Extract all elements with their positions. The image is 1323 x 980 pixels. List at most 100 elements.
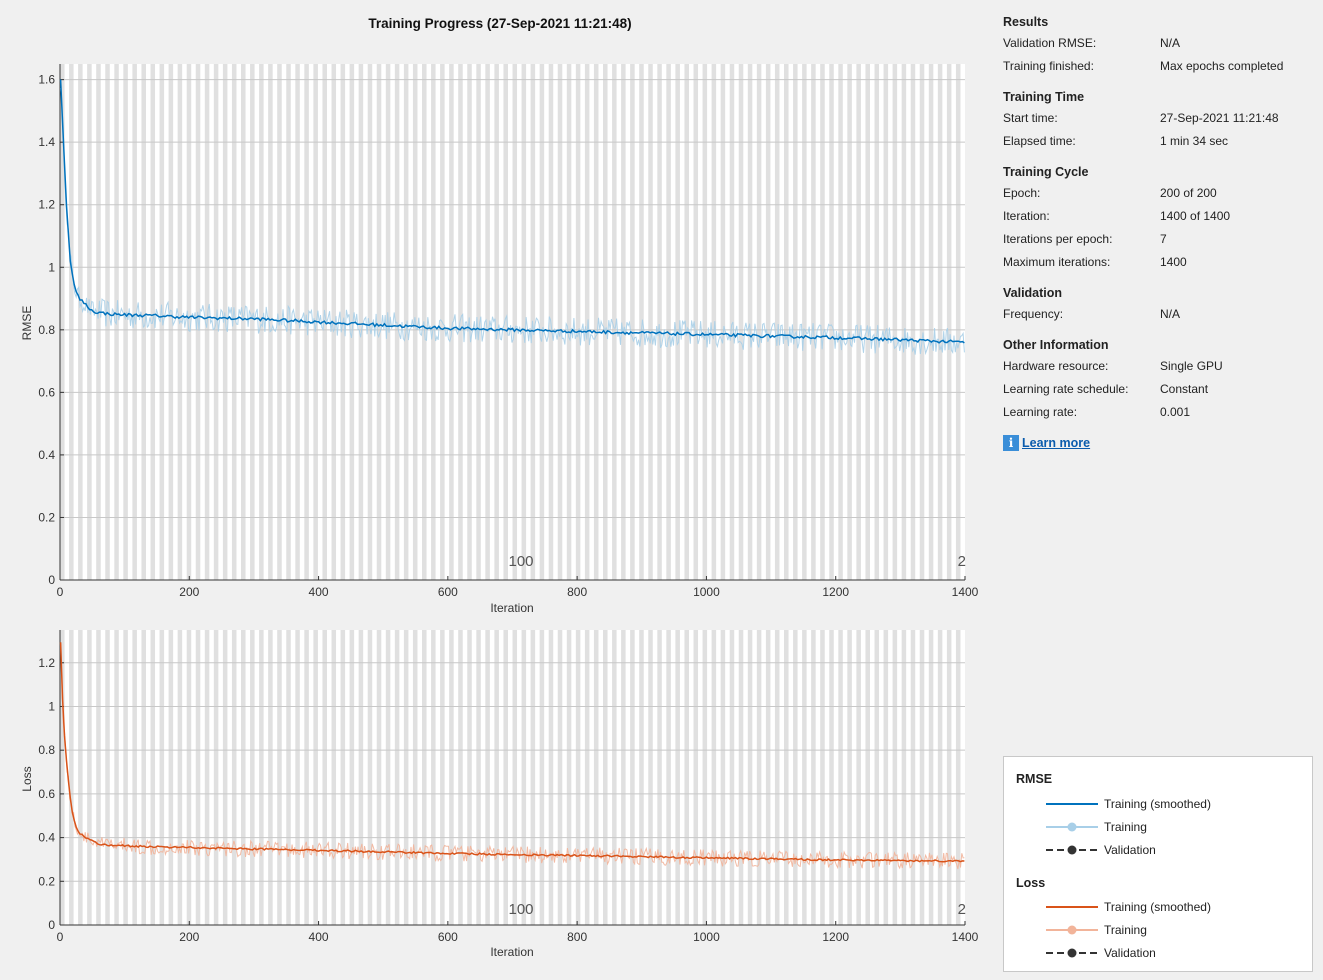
rmse-smoothed-line	[59, 79, 965, 344]
rmse-epoch-band	[657, 64, 662, 580]
info-key: Iterations per epoch:	[1003, 232, 1113, 246]
loss-epoch-band	[738, 630, 744, 925]
rmse-epoch-band	[621, 64, 626, 580]
loss-epoch-band	[575, 630, 581, 925]
legend-item-loss-training: Training	[1044, 921, 1147, 939]
loss-epoch-band	[60, 630, 65, 925]
loss-x-tick-label: 1200	[822, 930, 849, 944]
rmse-epoch-band	[747, 64, 753, 580]
rmse-epoch-band	[738, 64, 744, 580]
loss-epoch-band	[630, 630, 635, 925]
info-key: Hardware resource:	[1003, 359, 1109, 373]
loss-epoch-label: 100	[508, 901, 533, 918]
rmse-x-tick-label: 200	[179, 585, 199, 599]
results-section: Results Validation RMSE: N/A Training fin…	[1003, 14, 1313, 81]
rmse-epoch-band	[476, 64, 481, 580]
info-row: Frequency: N/A	[1003, 306, 1313, 329]
rmse-epoch-band	[910, 64, 916, 580]
loss-epoch-band	[847, 630, 852, 925]
rmse-epoch-band	[494, 64, 499, 580]
loss-epoch-band	[720, 630, 726, 925]
rmse-epoch-band	[358, 64, 364, 580]
rmse-x-tick-label: 1200	[822, 585, 849, 599]
other-info-heading: Other Information	[1003, 338, 1109, 352]
info-row: Elapsed time: 1 min 34 sec	[1003, 133, 1313, 156]
loss-epoch-band	[829, 630, 834, 925]
loss-epoch-band	[919, 630, 925, 925]
other-info-section: Other Information Hardware resource: Sing…	[1003, 337, 1313, 427]
rmse-x-tick-label: 1400	[952, 585, 979, 599]
rmse-epoch-band	[603, 64, 608, 580]
info-value: Constant	[1160, 382, 1209, 396]
rmse-epoch-band	[69, 64, 74, 580]
loss-epoch-band	[811, 630, 816, 925]
rmse-epoch-band	[829, 64, 834, 580]
rmse-epoch-band	[874, 64, 880, 580]
loss-x-tick-label: 600	[438, 930, 458, 944]
loss-epoch-band	[874, 630, 880, 925]
rmse-epoch-band	[648, 64, 653, 580]
rmse-epoch-band	[639, 64, 644, 580]
rmse-epoch-band	[928, 64, 934, 580]
loss-epoch-band	[412, 630, 418, 925]
loss-y-tick-label: 0.2	[38, 874, 55, 888]
rmse-epoch-band	[575, 64, 581, 580]
info-key: Maximum iterations:	[1003, 255, 1111, 269]
loss-epoch-band	[259, 630, 264, 925]
rmse-epoch-band	[756, 64, 762, 580]
rmse-epoch-band	[946, 64, 952, 580]
loss-epoch-band	[937, 630, 943, 925]
rmse-x-tick-label: 600	[438, 585, 458, 599]
info-key: Epoch:	[1003, 186, 1041, 200]
rmse-x-tick-label: 400	[309, 585, 329, 599]
loss-epoch-band	[313, 630, 318, 925]
info-row: Hardware resource: Single GPU	[1003, 358, 1313, 381]
rmse-epoch-band	[675, 64, 680, 580]
rmse-epoch-band	[892, 64, 898, 580]
loss-epoch-band	[195, 630, 201, 925]
loss-epoch-band	[747, 630, 753, 925]
rmse-epoch-band	[231, 64, 237, 580]
rmse-epoch-band	[711, 64, 717, 580]
rmse-epoch-band	[539, 64, 545, 580]
rmse-epoch-band	[838, 64, 843, 580]
loss-y-tick-label: 0.6	[38, 787, 55, 801]
rmse-epoch-band	[593, 64, 599, 580]
rmse-y-tick-label: 0	[48, 573, 55, 587]
rmse-epoch-band	[87, 64, 92, 580]
loss-epoch-band	[693, 630, 699, 925]
info-value: Single GPU	[1160, 359, 1223, 373]
loss-smoothed-line	[59, 642, 965, 863]
loss-epoch-band	[331, 630, 337, 925]
loss-x-tick-label: 1400	[952, 930, 979, 944]
loss-epoch-band	[123, 630, 128, 925]
rmse-epoch-band	[557, 64, 563, 580]
loss-epoch-band	[96, 630, 101, 925]
legend-label: Validation	[1104, 946, 1156, 960]
loss-epoch-band	[910, 630, 916, 925]
info-icon[interactable]: i	[1003, 435, 1019, 451]
training-plots: 0 200 400 600 800 1000 1200 140000.20.40.60.811…	[20, 64, 979, 959]
rmse-epoch-band	[78, 64, 83, 580]
rmse-epoch-band	[937, 64, 943, 580]
learn-more-link[interactable]: Learn more	[1022, 436, 1091, 450]
loss-epoch-band	[476, 630, 481, 925]
loss-epoch-band	[394, 630, 400, 925]
loss-epoch-band	[756, 630, 762, 925]
learn-more[interactable]: i Learn more	[1003, 435, 1313, 451]
validation-heading: Validation	[1003, 286, 1063, 300]
loss-epoch-band	[277, 630, 282, 925]
rmse-epoch-band	[431, 64, 436, 580]
rmse-epoch-band	[159, 64, 165, 580]
legend-item-loss-validation: Validation	[1044, 944, 1156, 962]
info-value: N/A	[1160, 307, 1181, 321]
loss-epoch-band	[78, 630, 83, 925]
loss-epoch-band	[150, 630, 156, 925]
loss-x-tick-label: 400	[309, 930, 329, 944]
loss-epoch-band	[548, 630, 554, 925]
training-cycle-heading: Training Cycle	[1003, 165, 1089, 179]
info-value: 0.001	[1160, 405, 1191, 419]
loss-epoch-band	[765, 630, 771, 925]
rmse-epoch-band	[820, 64, 825, 580]
rmse-epoch-band	[186, 64, 192, 580]
